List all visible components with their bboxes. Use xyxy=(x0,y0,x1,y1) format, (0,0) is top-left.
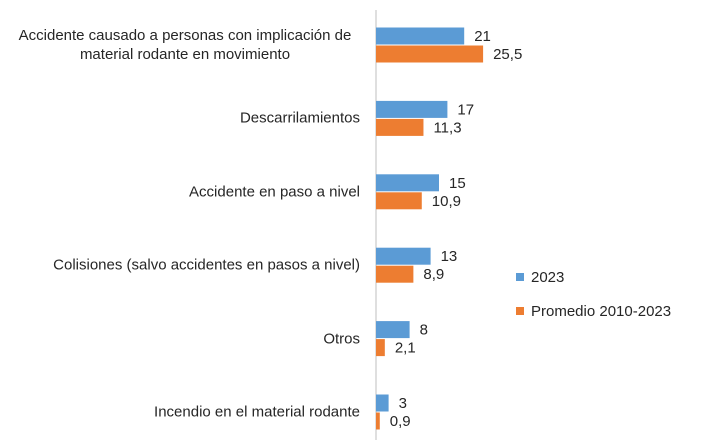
data-label: 3 xyxy=(399,395,407,412)
bar xyxy=(376,321,410,339)
bar xyxy=(376,174,439,192)
legend-swatch xyxy=(516,273,524,281)
data-label: 10,9 xyxy=(432,193,461,210)
category-text: Descarrilamientos xyxy=(239,109,360,127)
data-label: 15 xyxy=(449,175,466,192)
category-text: Accidente causado a personas con implica… xyxy=(18,27,352,63)
data-label: 11,3 xyxy=(433,119,461,136)
bar xyxy=(376,192,422,210)
category-label: Colisiones (salvo accidentes en pasos a … xyxy=(5,256,360,275)
legend-label: Promedio 2010-2023 xyxy=(531,303,671,320)
bar xyxy=(376,247,431,265)
bar xyxy=(376,45,484,63)
legend-label: 2023 xyxy=(531,269,564,286)
category-label: Otros xyxy=(5,329,360,348)
data-label: 25,5 xyxy=(493,46,522,63)
bar xyxy=(376,100,448,118)
data-label: 13 xyxy=(441,248,458,265)
category-label: Descarrilamientos xyxy=(5,109,360,128)
category-text: Otros xyxy=(323,330,360,348)
category-label: Accidente causado a personas con implica… xyxy=(5,26,360,64)
data-label: 8 xyxy=(420,322,428,339)
data-label: 0,9 xyxy=(390,413,411,430)
bar xyxy=(376,412,380,430)
category-text: Accidente en paso a nivel xyxy=(189,183,360,201)
bar xyxy=(376,118,424,136)
bar xyxy=(376,265,414,283)
data-label: 2,1 xyxy=(395,340,416,357)
data-label: 8,9 xyxy=(423,266,444,283)
bar xyxy=(376,339,385,357)
bar xyxy=(376,394,389,412)
category-text: Colisiones (salvo accidentes en pasos a … xyxy=(53,256,360,274)
legend-swatch xyxy=(516,307,524,315)
data-label: 17 xyxy=(457,101,474,118)
category-label: Incendio en el material rodante xyxy=(5,403,360,422)
category-label: Accidente en paso a nivel xyxy=(5,182,360,201)
bar xyxy=(376,27,465,45)
category-text: Incendio en el material rodante xyxy=(154,403,360,421)
data-label: 21 xyxy=(474,28,491,45)
